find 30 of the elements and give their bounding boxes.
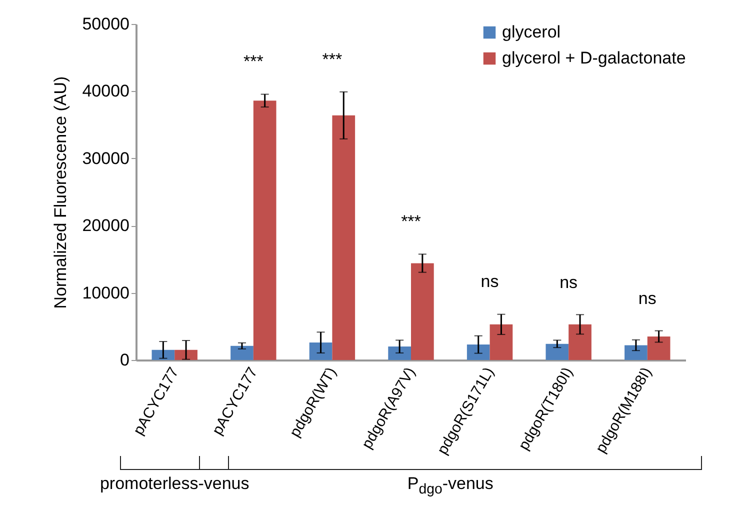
bar [466,344,490,360]
y-axis-title: Normalized Fluorescence (AU) [51,76,70,309]
legend-label: glycerol [502,22,561,42]
y-tick-label: 30000 [82,148,130,168]
annotation: ns [480,272,499,292]
bar [624,345,648,360]
legend-label: glycerol + D-galactonate [502,48,686,68]
text: promoterless-venus [100,474,250,494]
bar [253,100,276,360]
annotation: *** [243,52,264,72]
annotation: *** [322,50,342,70]
annotation: *** [401,212,421,232]
bar [411,263,434,360]
bar [546,344,569,360]
bar [490,324,513,360]
annotation: ns [638,288,656,309]
bar [332,115,356,360]
text: P$_{dgo}$-venus [407,474,494,498]
y-tick-label: 40000 [82,82,130,101]
bar [309,342,332,360]
y-tick-label: 0 [120,350,130,370]
bar [647,336,670,360]
bar [568,324,592,360]
y-tick-label: 20000 [82,216,130,236]
bar [230,346,254,360]
annotation: ns [560,272,578,293]
y-tick-label: 10000 [82,283,130,302]
bar [388,346,411,360]
bar [152,350,175,360]
y-tick-label: 50000 [82,14,130,34]
